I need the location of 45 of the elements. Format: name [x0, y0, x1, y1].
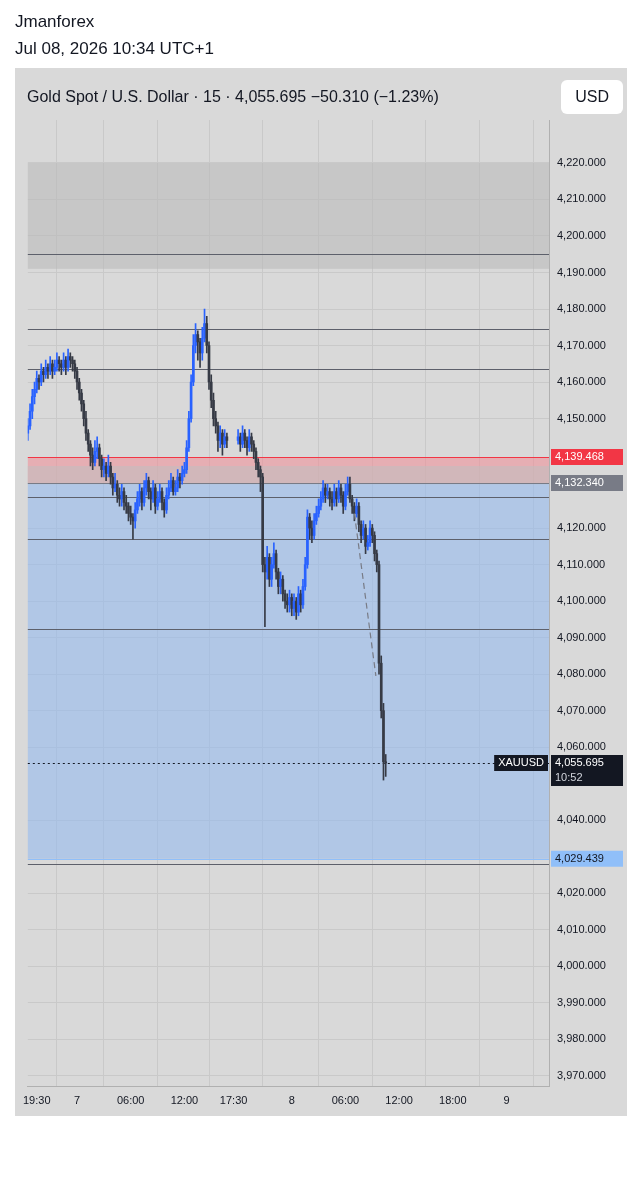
y-tick-label: 4,110.000 — [557, 557, 606, 570]
y-tick-label: 4,200.000 — [557, 229, 606, 241]
ref-line-label: 4,132.340 — [555, 476, 604, 489]
x-tick-label: 9 — [503, 1094, 510, 1107]
y-tick-label: 4,120.000 — [557, 521, 606, 534]
x-tick-label: 8 — [288, 1094, 295, 1107]
y-tick-label: 4,170.000 — [557, 338, 606, 351]
y-tick-label: 4,190.000 — [557, 265, 606, 278]
candlestick — [308, 513, 311, 540]
candlestick — [62, 352, 65, 372]
x-tick-label: 18:00 — [439, 1094, 467, 1107]
candlestick — [51, 359, 54, 379]
y-tick-label: 4,150.000 — [557, 411, 606, 424]
y-tick-label: 4,160.000 — [557, 375, 606, 388]
y-tick-label: 4,220.000 — [557, 155, 606, 168]
x-tick-label: 12:00 — [170, 1094, 199, 1107]
y-tick-label: 4,080.000 — [557, 667, 606, 680]
text: 10:52 — [555, 771, 583, 784]
text: USD — [561, 80, 623, 114]
x-tick-label: 7 — [73, 1094, 81, 1107]
y-tick-label: 4,210.000 — [557, 192, 606, 205]
x-tick-label: 06:00 — [331, 1094, 360, 1107]
y-tick-label: 4,040.000 — [557, 813, 606, 826]
ref-line-label: 4,029.439 — [555, 851, 604, 864]
ref-line-label: 4,139.468 — [555, 450, 604, 463]
y-tick-label: 4,020.000 — [557, 886, 606, 899]
y-tick-label: 4,010.000 — [557, 922, 606, 935]
y-tick-label: 4,060.000 — [557, 740, 606, 753]
y-tick-label: 4,180.000 — [557, 302, 606, 315]
x-tick-label: 06:00 — [116, 1094, 145, 1107]
y-tick-label: 4,100.000 — [557, 594, 606, 607]
y-tick-label: 4,070.000 — [557, 703, 606, 716]
chart-title: Gold Spot / U.S. Dollar · 15 · 4,055.695 −50.310 (−1.23%) — [27, 88, 439, 106]
annotation: XAUUSD — [498, 755, 545, 768]
y-tick-label: 4,090.000 — [557, 630, 606, 643]
y-tick-label: 3,970.000 — [557, 1068, 606, 1081]
y-tick-label: 3,990.000 — [557, 995, 606, 1008]
ref-line-label: 4,055.695 — [555, 755, 604, 768]
text: Jul 08, 2026 10:34 UTC+1 — [15, 38, 215, 60]
x-tick-label: 17:30 — [219, 1094, 248, 1107]
y-tick-label: 4,000.000 — [557, 959, 606, 972]
x-tick-label: 19:30 — [23, 1094, 51, 1107]
text: Jmanforex — [15, 11, 96, 33]
y-tick-label: 3,980.000 — [557, 1032, 606, 1045]
x-tick-label: 12:00 — [385, 1094, 413, 1107]
